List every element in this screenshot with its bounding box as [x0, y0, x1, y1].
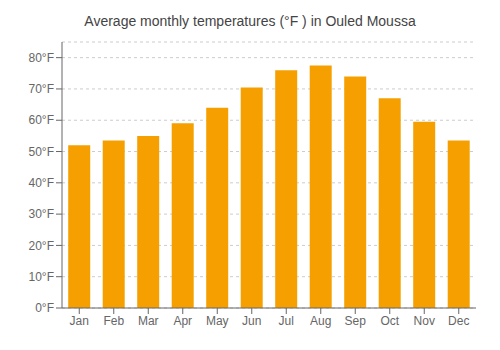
html-text:Average monthly temperatures (: Average monthly temperatures (°F ) in Ou…	[84, 13, 416, 29]
svg-text:Jan: Jan	[70, 314, 89, 328]
svg-text:Apr: Apr	[173, 314, 192, 328]
svg-text:Jul: Jul	[279, 314, 294, 328]
svg-text:May: May	[206, 314, 229, 328]
svg-text:50°F: 50°F	[29, 145, 54, 159]
svg-text:Nov: Nov	[414, 314, 435, 328]
svg-text:30°F: 30°F	[29, 207, 54, 221]
svg-text:Oct: Oct	[380, 314, 399, 328]
svg-text:Dec: Dec	[448, 314, 469, 328]
svg-text:10°F: 10°F	[29, 270, 54, 284]
svg-text:Mar: Mar	[138, 314, 159, 328]
svg-text:Sep: Sep	[345, 314, 367, 328]
svg-text:Aug: Aug	[310, 314, 331, 328]
svg-text:Feb: Feb	[103, 314, 124, 328]
svg-text:20°F: 20°F	[29, 239, 54, 253]
svg-text:Jun: Jun	[242, 314, 261, 328]
svg-text:0°F: 0°F	[35, 301, 54, 315]
svg-text:60°F: 60°F	[29, 113, 54, 127]
svg-text:40°F: 40°F	[29, 176, 54, 190]
svg-text:70°F: 70°F	[29, 82, 54, 96]
svg-text:80°F: 80°F	[29, 51, 54, 65]
